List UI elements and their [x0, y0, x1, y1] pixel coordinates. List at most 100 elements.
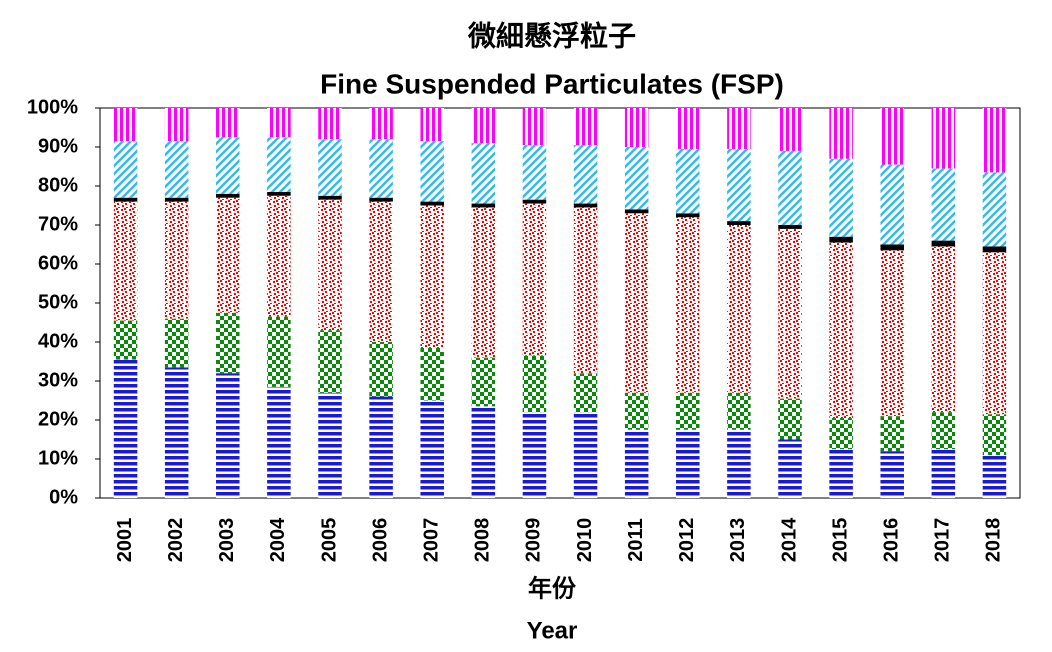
x-tick-label: 2006 [369, 518, 391, 563]
bar-segment [778, 398, 802, 440]
chart-title: 微細懸浮粒子 [467, 19, 636, 51]
x-tick-label: 2012 [676, 518, 698, 563]
bar-segment [829, 236, 853, 243]
bar-segment [829, 108, 853, 159]
bar-segment [727, 392, 751, 430]
bar-segment [318, 195, 342, 200]
bar-segment [624, 147, 649, 210]
bar-segment [931, 449, 956, 498]
bar-segment [676, 217, 700, 393]
x-tick-label: 2009 [523, 518, 545, 563]
bar-segment [676, 429, 700, 498]
x-tick-label: 2003 [216, 518, 238, 563]
bar-segment [267, 316, 291, 387]
bar-segment [216, 137, 240, 194]
bar-segment [369, 197, 393, 202]
bar-segment [267, 137, 291, 192]
bar-segment [216, 373, 240, 498]
bar-segment [982, 108, 1007, 173]
bar-segment [164, 108, 189, 142]
y-tick-label: 50% [38, 291, 78, 313]
bar-segment [931, 240, 956, 247]
x-tick-label: 2015 [829, 518, 851, 563]
bar-segment [216, 193, 240, 198]
bar-segment [471, 357, 496, 407]
bar-segment [267, 191, 291, 196]
bar-segment [216, 197, 240, 313]
bar-segment [573, 207, 598, 374]
bar-segment [369, 139, 393, 198]
bar-segment [216, 108, 240, 138]
bar-segment [164, 141, 189, 198]
bar-segment [522, 412, 547, 498]
bar-segment [522, 355, 547, 413]
bar-segment [420, 347, 444, 401]
bar-segment [573, 412, 598, 498]
bar-segment [113, 320, 138, 360]
bar-segment [676, 392, 700, 430]
bar-segment [880, 451, 904, 498]
bar-segment [778, 228, 802, 399]
x-tick-label: 2002 [165, 518, 187, 563]
bar-segment [420, 141, 444, 202]
bar-segment [164, 318, 189, 368]
bar-segment [624, 108, 649, 147]
x-tick-label: 2005 [318, 518, 340, 563]
bar-segment [113, 141, 138, 198]
bar-segment [113, 201, 138, 321]
bar-segment [573, 145, 598, 204]
bar-segment [369, 201, 393, 342]
bar-segment [420, 205, 444, 348]
bar-segment [727, 221, 751, 225]
x-axis-label-en: Year [527, 617, 578, 644]
bar-segment [318, 108, 342, 140]
bar-segment [727, 225, 751, 393]
bar-segment [369, 396, 393, 498]
x-tick-label: 2004 [267, 517, 289, 562]
bar-segment [676, 148, 700, 214]
bar-segment [113, 359, 138, 498]
bar-segment [778, 150, 802, 225]
bar-segment [880, 250, 904, 417]
bar-segment [420, 201, 444, 206]
bar-segment [216, 312, 240, 374]
bar-segment [522, 199, 547, 204]
bar-segment [931, 168, 956, 241]
bar-segment [880, 164, 904, 245]
bar-segment [880, 244, 904, 251]
x-tick-label: 2014 [778, 517, 800, 562]
bar-segment [267, 108, 291, 138]
x-tick-label: 2007 [421, 518, 443, 563]
bar-segment [778, 439, 802, 498]
bar-segment [573, 203, 598, 208]
x-tick-label: 2011 [625, 518, 647, 561]
x-tick-label: 2008 [472, 518, 494, 563]
x-tick-label: 2010 [574, 518, 596, 563]
bar-segment [982, 455, 1007, 498]
bar-segment [624, 429, 649, 498]
bar-segment [624, 213, 649, 393]
x-tick-label: 2013 [727, 518, 749, 563]
bar-segment [318, 330, 342, 393]
bar-segment [727, 108, 751, 149]
bar-segment [982, 246, 1007, 253]
bar-segment [982, 414, 1007, 456]
bar-segment [829, 449, 853, 498]
bar-segment [676, 213, 700, 218]
bar-segment [931, 108, 956, 169]
bar-segment [829, 242, 853, 419]
bar-segment [420, 400, 444, 498]
bar-segment [471, 143, 496, 204]
bar-segment [267, 195, 291, 317]
y-tick-label: 10% [38, 447, 78, 469]
chart-subtitle: Fine Suspended Particulates (FSP) [320, 68, 784, 99]
y-tick-label: 90% [38, 135, 78, 157]
bar-segment [471, 203, 496, 208]
bar-segment [982, 172, 1007, 247]
bar-segment [471, 406, 496, 498]
bar-segment [624, 209, 649, 214]
bar-segment [982, 252, 1007, 415]
y-tick-label: 60% [38, 252, 78, 274]
y-tick-label: 80% [38, 174, 78, 196]
bar-segment [318, 139, 342, 196]
